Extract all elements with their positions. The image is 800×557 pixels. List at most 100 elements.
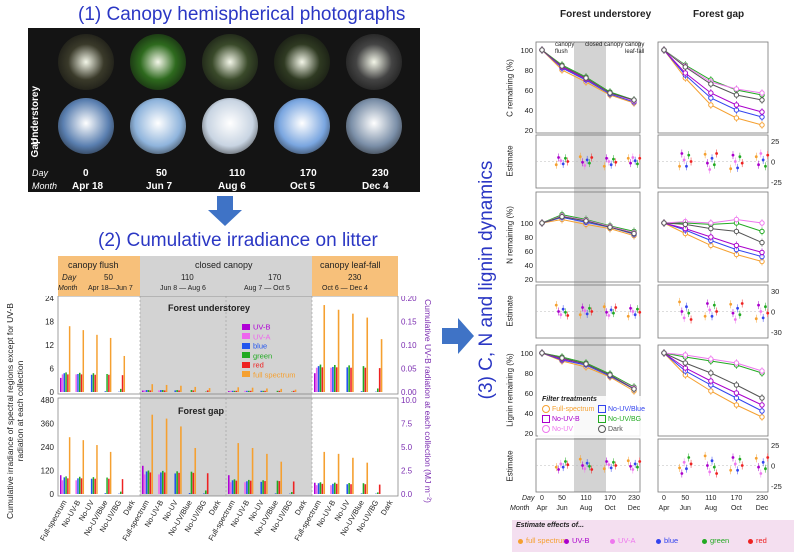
irr-bar-full-spectrum — [366, 462, 369, 494]
period1-day: 50 — [104, 273, 113, 282]
irradiance-chart: 241812600.200.150.100.050.00480360240120… — [38, 296, 417, 542]
dyn-point — [708, 378, 714, 384]
dyn-est-point — [578, 313, 582, 317]
irr-bar-green — [120, 388, 122, 392]
irr-bar-full-spectrum — [96, 445, 98, 494]
dyn-point — [708, 220, 714, 226]
irr-bar-UV-A — [158, 474, 160, 494]
dyn-est-point — [626, 156, 630, 160]
irr-bar-UV-A — [315, 367, 318, 392]
irr-bar-full-spectrum — [180, 426, 182, 494]
irr-y2tick: 0.05 — [401, 365, 417, 374]
irr-bar-blue — [188, 493, 191, 494]
dyn-panel-frame — [657, 41, 769, 134]
dyn-est-point — [764, 164, 767, 168]
dyn-est-point — [729, 302, 733, 306]
filter-legend-item: No-UV/BG — [598, 415, 641, 423]
irr-bar-UV-B — [228, 475, 230, 494]
irr-bar-red — [121, 375, 124, 392]
irr-bar-red — [94, 478, 96, 494]
irr-bar-red — [364, 484, 367, 494]
dyn-est-ytick: 25 — [771, 137, 779, 146]
dyn-est-point — [710, 156, 714, 160]
irr-legend-label: UV-B — [253, 322, 271, 332]
irr-bar-full-spectrum — [352, 457, 354, 494]
dyn-est-ytick: 0 — [771, 308, 775, 317]
dyn-est-point — [583, 467, 587, 471]
irr-bar-green — [162, 470, 164, 494]
dyn-point — [583, 361, 589, 367]
irr-bar-red — [235, 390, 238, 392]
irr-bar-UV-A — [61, 480, 64, 494]
dyn-ytick: 20 — [525, 126, 533, 135]
dyn-est-point — [588, 464, 591, 468]
irr-bar-red — [149, 472, 152, 494]
irr-bar-green — [147, 470, 150, 494]
filter-legend-label: Full-spectrum — [552, 405, 595, 413]
day-label: Day — [32, 168, 49, 178]
irr-bar-UV-B — [60, 377, 62, 392]
irr-bar-blue — [274, 493, 277, 494]
dyn-line-No-UV/Blue — [663, 49, 763, 96]
dyn-point — [607, 224, 613, 230]
irr-ytick: 240 — [41, 443, 55, 452]
irr-legend-swatch — [242, 333, 250, 340]
phase-canopy-flush: canopy flush — [555, 42, 575, 55]
filter-marker-icon — [542, 415, 550, 423]
irr-legend-item: red — [242, 356, 264, 374]
panel-title-understorey: Forest understorey — [168, 303, 251, 313]
phase-canopy-leaf-fall: canopy leaf-fall — [625, 42, 645, 55]
dyn-est-point — [687, 311, 691, 315]
y-left-label-box: Cumulative irradiance of spectral region… — [1, 296, 29, 526]
dyn-est-point — [605, 310, 608, 314]
col-title-understorey: Forest understorey — [560, 9, 652, 20]
x-month-label: Month — [510, 505, 530, 512]
date-dec4: Dec 4 — [362, 181, 389, 192]
dyn-est-point — [585, 158, 589, 162]
dyn-ytick: 80 — [525, 66, 533, 75]
irr-bar-blue — [332, 366, 334, 392]
irr-legend-swatch — [242, 352, 250, 359]
irr-ytick: 12 — [45, 341, 54, 350]
irr-bar-full-spectrum — [237, 443, 240, 494]
estimate-legend-item: UV-B — [564, 536, 590, 545]
dyn-est-point — [638, 310, 642, 314]
dyn-point — [759, 109, 765, 115]
dyn-est-point — [680, 310, 684, 313]
ylab-c-box: C remaining (%) — [503, 43, 517, 133]
gap-photo-1 — [130, 98, 186, 154]
dyn-est-point — [708, 308, 712, 312]
irr-panel-frame — [57, 397, 399, 497]
irr-bar-full-spectrum — [366, 317, 369, 392]
dyn-point — [682, 64, 689, 70]
dyn-est-point — [588, 161, 591, 165]
irr-legend-item: full spectrum — [242, 366, 296, 384]
panel-title-gap: Forest gap — [178, 406, 225, 416]
filter-legend-label: No-UV — [552, 425, 574, 433]
estimate-dot-icon — [564, 538, 569, 544]
irr-bar-red — [178, 390, 180, 392]
irr-bar-red — [292, 481, 295, 494]
dyn-est-point — [731, 311, 735, 315]
dyn-point — [733, 402, 740, 408]
irr-bar-red — [378, 368, 381, 392]
irr-ytick: 360 — [41, 420, 55, 429]
dyn-point — [759, 239, 765, 246]
section3-title-box: (3) C, N and lignin dynamics — [476, 130, 498, 430]
dyn-point — [733, 92, 740, 98]
irr-bar-red — [163, 472, 166, 494]
dyn-est-point — [581, 306, 584, 309]
understorey-photo-4 — [346, 34, 402, 90]
irr-bar-green — [79, 476, 81, 494]
x-month-tick: Apr — [658, 505, 670, 512]
dyn-ytick: 60 — [525, 247, 533, 256]
dyn-est-point — [729, 167, 733, 171]
irr-ytick: 6 — [50, 365, 55, 374]
filter-legend-item: No-UV — [542, 425, 573, 433]
dyn-est-point — [731, 456, 735, 459]
ylab-l-box: Lignin remaining (%) — [503, 345, 517, 435]
x-month-tick: Dec — [755, 505, 769, 512]
dyn-est-point — [738, 155, 742, 159]
period-canopy-flush: canopy flush — [68, 260, 119, 270]
irr-bar-red — [378, 484, 381, 494]
